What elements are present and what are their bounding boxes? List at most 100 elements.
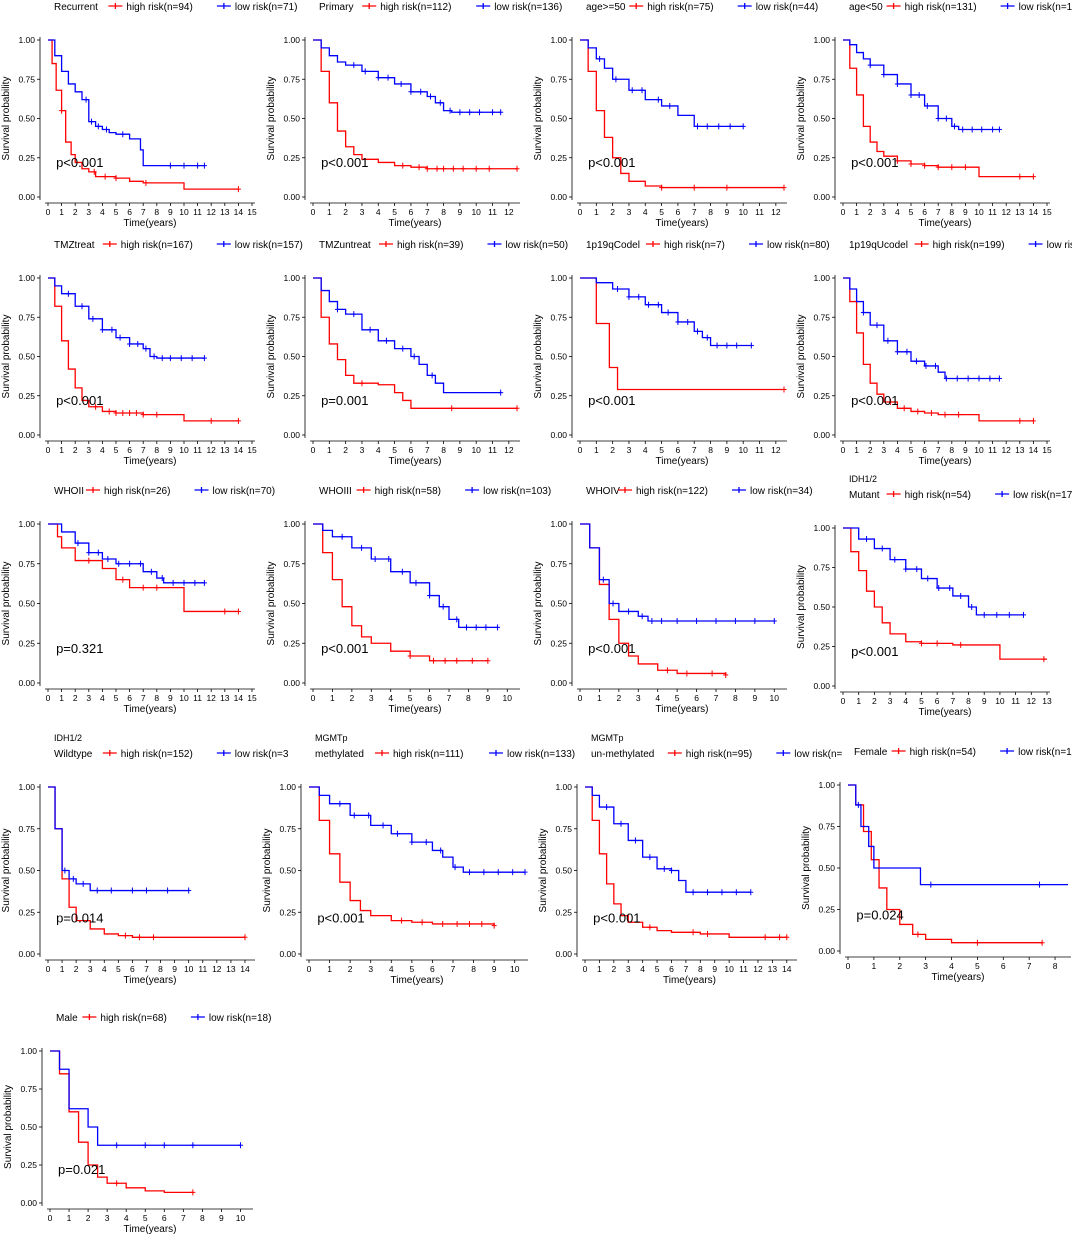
legend-title: TMZtreat xyxy=(54,240,95,251)
low-risk-censor-mark xyxy=(418,88,424,95)
legend-high-risk-swatch xyxy=(886,491,901,497)
low-risk-censor-mark xyxy=(860,309,866,316)
low-risk-censor-mark xyxy=(466,869,472,876)
low-risk-censor-mark xyxy=(186,887,192,894)
x-tick-label: 10 xyxy=(724,964,734,974)
x-axis-label: Time(years) xyxy=(124,975,177,986)
high-risk-censor-mark xyxy=(958,641,964,648)
high-risk-censor-mark xyxy=(479,920,485,927)
x-tick-label: 0 xyxy=(578,445,583,455)
x-tick-label: 6 xyxy=(130,964,135,974)
high-risk-censor-mark xyxy=(1030,173,1036,180)
high-risk-censor-mark xyxy=(724,184,730,191)
legend-high-risk-label: high risk(n=199) xyxy=(933,240,1005,251)
legend-low-risk-key: low risk(n=103) xyxy=(465,486,551,497)
high-risk-censor-mark xyxy=(486,165,492,172)
low-risk-curve xyxy=(843,277,1000,380)
y-tick-label: 1.00 xyxy=(18,519,35,529)
low-risk-censor-mark xyxy=(427,592,433,599)
low-risk-censor-mark xyxy=(75,540,81,547)
legend-low-risk-label: low risk(n=103) xyxy=(483,486,551,497)
high-risk-censor-mark xyxy=(935,164,941,171)
p-value: p=0.001 xyxy=(321,393,368,408)
y-tick-label: 0.25 xyxy=(555,907,572,917)
low-risk-censor-mark xyxy=(120,131,126,138)
x-tick-label: 7 xyxy=(425,445,430,455)
y-tick-label: 1.00 xyxy=(18,35,35,45)
low-risk-censor-mark xyxy=(457,109,463,116)
x-tick-label: 15 xyxy=(247,207,257,217)
low-risk-censor-mark xyxy=(495,624,501,631)
low-risk-censor-mark xyxy=(908,91,914,98)
x-tick-label: 2 xyxy=(349,693,354,703)
low-risk-censor-mark xyxy=(398,80,404,87)
x-tick-label: 1 xyxy=(327,964,332,974)
low-risk-censor-mark xyxy=(713,617,719,624)
high-risk-censor-mark xyxy=(400,162,406,169)
x-tick-label: 7 xyxy=(692,207,697,217)
legend-low-risk-swatch xyxy=(476,3,491,9)
low-risk-censor-mark xyxy=(452,864,458,871)
high-risk-censor-mark xyxy=(359,380,365,387)
x-tick-label: 6 xyxy=(669,964,674,974)
high-risk-censor-mark xyxy=(691,184,697,191)
low-risk-censor-mark xyxy=(386,555,392,562)
high-risk-censor-mark xyxy=(242,934,248,941)
x-tick-label: 12 xyxy=(753,964,763,974)
legend-low-risk-label: low risk(n=80) xyxy=(767,240,830,251)
high-risk-censor-mark xyxy=(485,657,491,664)
low-risk-censor-mark xyxy=(135,340,141,347)
y-axis-label: Survival probability xyxy=(533,315,544,399)
low-risk-censor-mark xyxy=(483,624,489,631)
low-risk-curve xyxy=(313,523,498,628)
low-risk-censor-mark xyxy=(89,118,95,125)
low-risk-censor-mark xyxy=(618,820,624,827)
high-risk-censor-mark xyxy=(120,576,126,583)
legend-high-risk-label: high risk(n=39) xyxy=(397,240,463,251)
high-risk-censor-mark xyxy=(235,186,241,193)
low-risk-censor-mark xyxy=(613,76,619,83)
low-risk-censor-mark xyxy=(428,93,434,100)
legend-title: Recurrent xyxy=(54,2,98,13)
x-tick-label: 3 xyxy=(627,445,632,455)
y-tick-label: 0.50 xyxy=(555,866,572,876)
x-tick-label: 6 xyxy=(922,445,927,455)
low-risk-censor-mark xyxy=(94,887,100,894)
x-axis-label: Time(years) xyxy=(919,218,972,229)
legend-low-risk-key: low risk(n=18) xyxy=(190,1013,271,1024)
legend-title: WHOII xyxy=(54,486,84,497)
legend-high-risk-key: high risk(n=112) xyxy=(362,2,451,13)
low-risk-censor-mark xyxy=(143,345,149,352)
high-risk-censor-mark xyxy=(127,410,133,417)
high-risk-censor-mark xyxy=(460,165,466,172)
x-tick-label: 4 xyxy=(376,445,381,455)
legend-high-risk-key: high risk(n=68) xyxy=(82,1013,167,1024)
x-tick-label: 8 xyxy=(949,207,954,217)
x-tick-label: 4 xyxy=(100,207,105,217)
low-risk-censor-mark xyxy=(114,1142,120,1149)
low-risk-censor-mark xyxy=(916,91,922,98)
x-tick-label: 4 xyxy=(389,964,394,974)
x-tick-label: 10 xyxy=(236,1213,246,1223)
high-risk-censor-mark xyxy=(102,173,108,180)
x-tick-label: 8 xyxy=(949,445,954,455)
low-risk-censor-mark xyxy=(646,301,652,308)
y-tick-label: 0.00 xyxy=(18,192,35,202)
high-risk-censor-mark xyxy=(442,657,448,664)
high-risk-censor-mark xyxy=(888,399,894,406)
high-risk-censor-mark xyxy=(154,584,160,591)
high-risk-censor-mark xyxy=(450,165,456,172)
x-tick-label: 1 xyxy=(59,445,64,455)
high-risk-censor-mark xyxy=(514,405,520,412)
legend-high-risk-swatch xyxy=(646,241,660,247)
x-tick-label: 5 xyxy=(392,445,397,455)
x-tick-label: 5 xyxy=(659,207,664,217)
legend-high-risk-label: high risk(n=152) xyxy=(121,749,193,760)
low-risk-censor-mark xyxy=(167,162,173,169)
legend-low-risk-swatch xyxy=(737,3,752,9)
y-tick-label: 0.25 xyxy=(550,638,567,648)
high-risk-censor-mark xyxy=(690,929,696,936)
legend-low-risk-label: low risk(n=70) xyxy=(213,486,276,497)
y-axis-label: Survival probability xyxy=(533,77,544,161)
x-tick-label: 5 xyxy=(114,693,119,703)
